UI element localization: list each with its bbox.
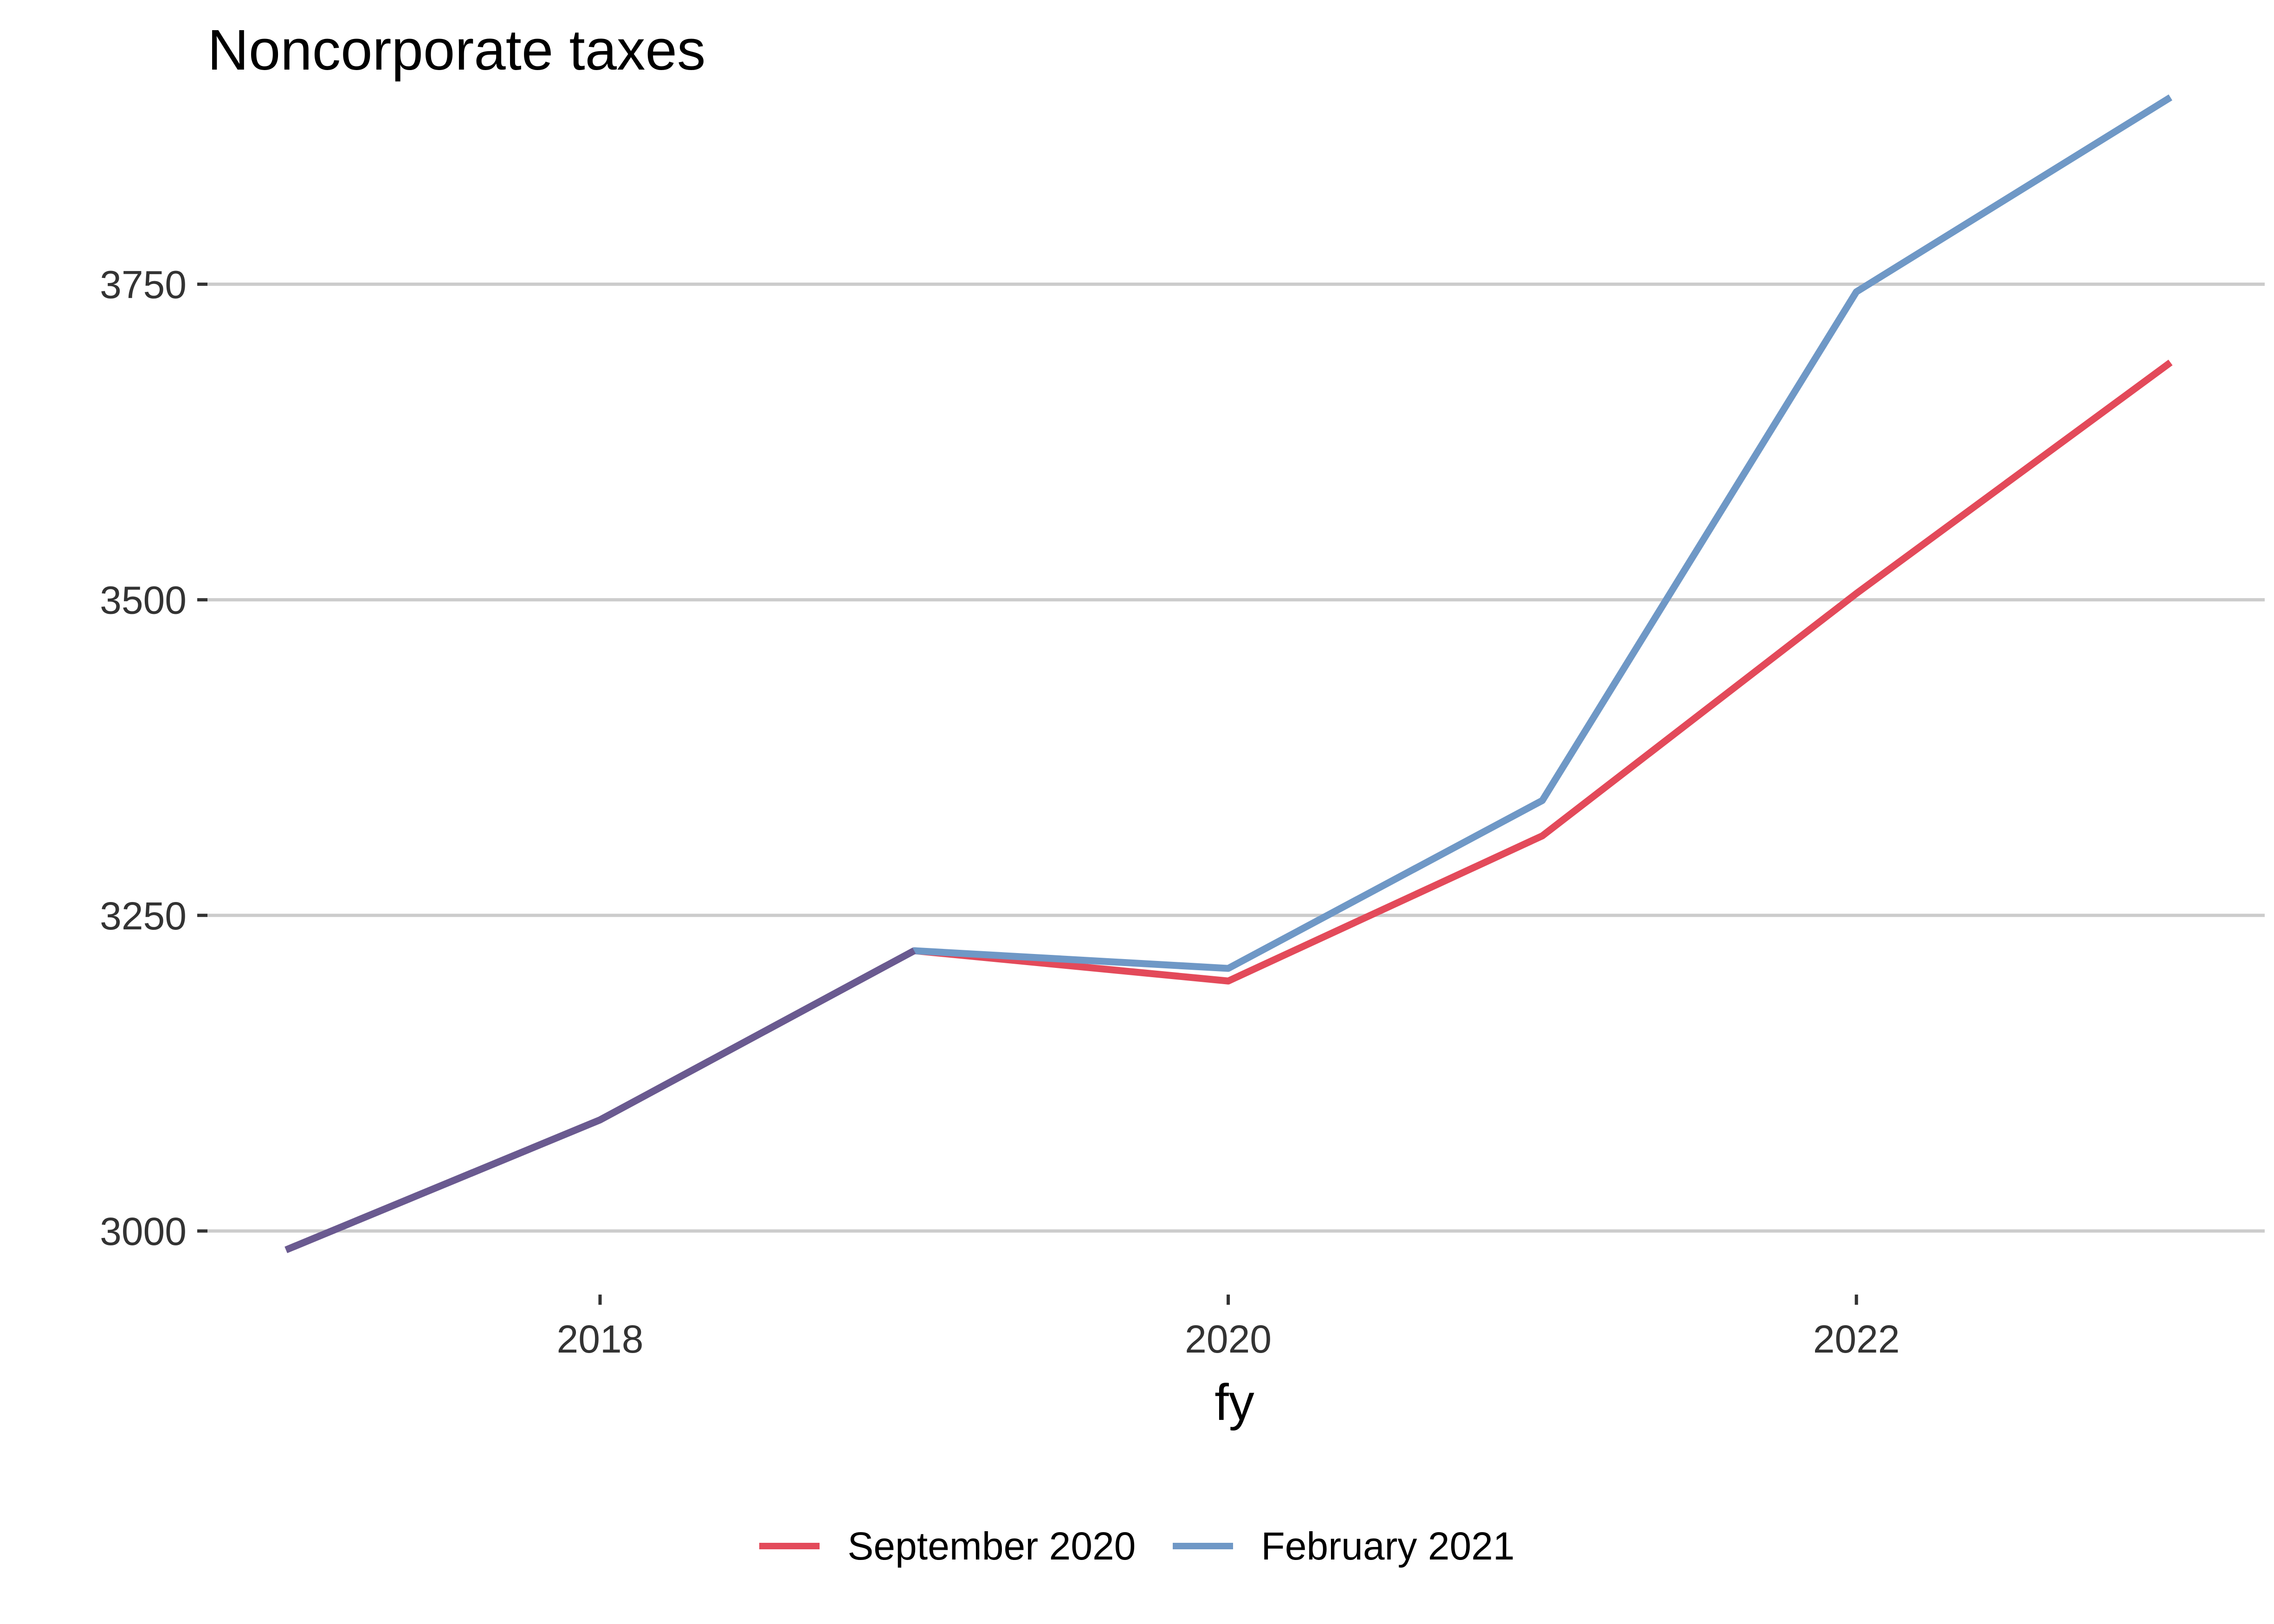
data-point-s2-2018 bbox=[597, 1117, 603, 1123]
data-point-s2-2020 bbox=[1225, 965, 1232, 972]
data-point-s1-2022 bbox=[1853, 590, 1860, 597]
data-point-s1-2020 bbox=[1225, 978, 1232, 984]
data-point-s2-2019 bbox=[911, 947, 917, 954]
x-tick-label: 2020 bbox=[1185, 1317, 1272, 1361]
x-tick-label: 2018 bbox=[557, 1317, 644, 1361]
data-point-s1-2021 bbox=[1539, 832, 1545, 839]
series-line-1 bbox=[284, 360, 2173, 1253]
legend-key-swatch bbox=[1173, 1543, 1234, 1549]
y-tick-label: 3500 bbox=[100, 579, 187, 622]
data-point-s2-2021 bbox=[1539, 797, 1545, 804]
data-point-s2-2023 bbox=[2167, 94, 2174, 101]
series-overlap-line bbox=[284, 947, 916, 1253]
y-tick-label: 3750 bbox=[100, 263, 187, 307]
chart-title: Noncorporate taxes bbox=[207, 19, 706, 82]
series-lines bbox=[283, 94, 2174, 1253]
legend-label: September 2020 bbox=[847, 1524, 1136, 1568]
series-line-2 bbox=[284, 94, 2172, 1253]
legend: September 2020 February 2021 bbox=[0, 1518, 2274, 1574]
x-axis-title: fy bbox=[1215, 1374, 1254, 1431]
y-tick-label: 3250 bbox=[100, 894, 187, 938]
data-point-s2-2022 bbox=[1853, 289, 1860, 295]
legend-key-swatch bbox=[759, 1543, 820, 1549]
y-tick-label: 3000 bbox=[100, 1210, 187, 1253]
gridlines bbox=[207, 283, 2265, 1233]
axes: 3000 3250 3500 3750 2018 2020 2022 bbox=[100, 263, 1899, 1361]
legend-item-2: February 2021 bbox=[1173, 1524, 1515, 1569]
data-point-s1-2023 bbox=[2167, 359, 2174, 366]
legend-label: February 2021 bbox=[1261, 1524, 1515, 1568]
legend-item-1: September 2020 bbox=[759, 1524, 1136, 1569]
data-point-s2-2017 bbox=[283, 1247, 289, 1253]
x-tick-label: 2022 bbox=[1813, 1317, 1900, 1361]
